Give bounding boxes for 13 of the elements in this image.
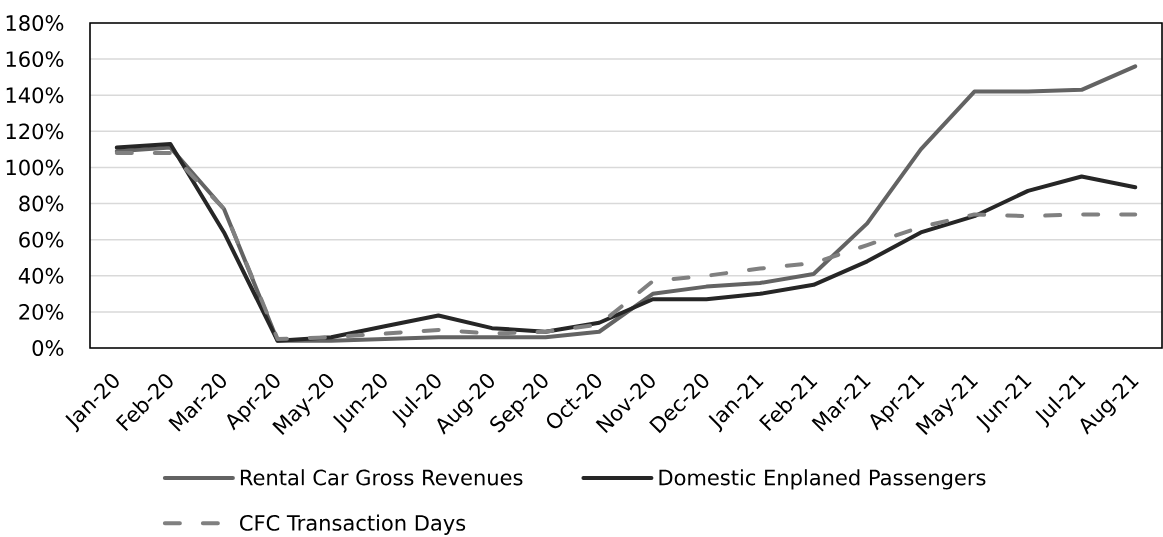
legend-label: Domestic Enplaned Passengers xyxy=(659,469,986,490)
y-tick-label: 20% xyxy=(19,303,64,320)
y-tick-label: 160% xyxy=(6,51,64,68)
y-tick-label: 180% xyxy=(6,15,64,31)
y-tick-label: 100% xyxy=(6,159,64,176)
y-tick-label: 80% xyxy=(19,195,64,212)
y-tick-label: 140% xyxy=(6,87,64,104)
legend-label: CFC Transaction Days xyxy=(240,514,466,535)
legend-label: Rental Car Gross Revenues xyxy=(240,469,523,486)
y-tick-label: 60% xyxy=(19,231,64,248)
y-tick-label: 120% xyxy=(6,123,64,140)
y-tick-label: 0% xyxy=(32,340,64,356)
y-tick-label: 40% xyxy=(18,267,64,284)
